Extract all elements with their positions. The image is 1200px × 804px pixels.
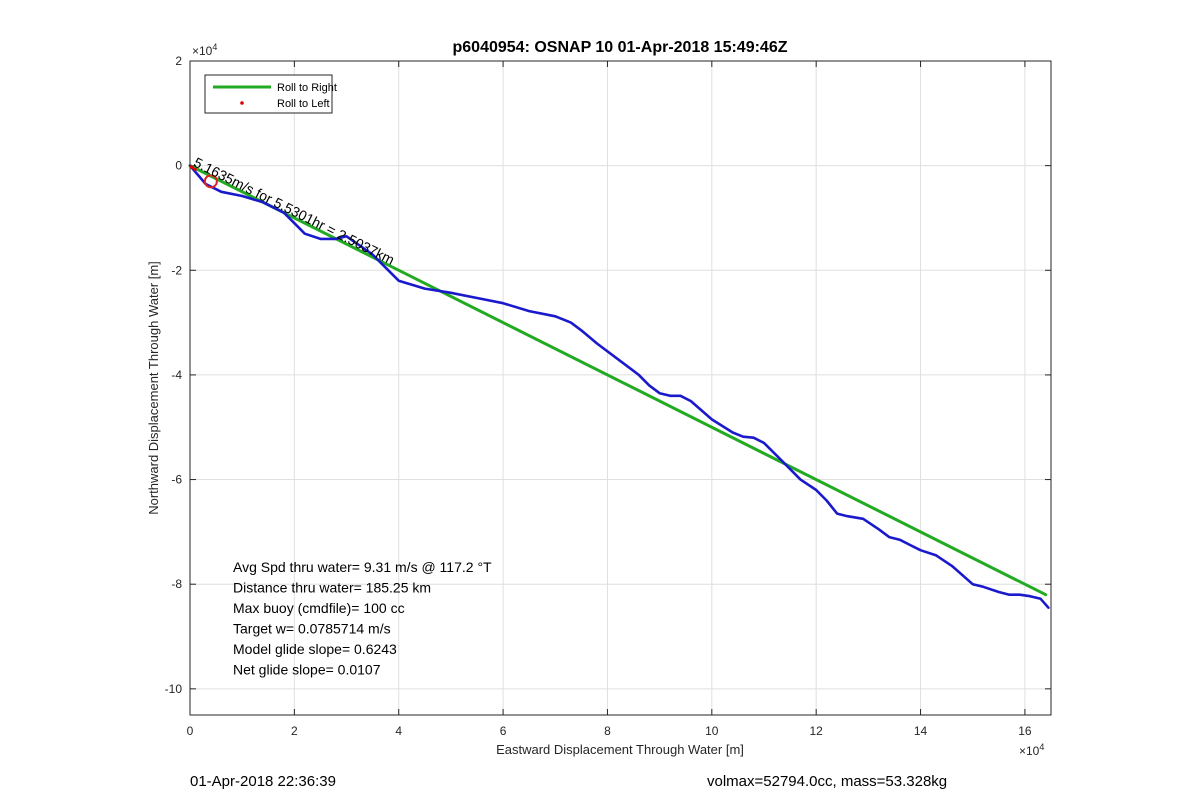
legend-box xyxy=(204,74,333,114)
ticks: 0 2 4 6 8 10 12 14 16 -10 -8 -6 -4 -2 0 2 ×104 ×104 xyxy=(165,42,1051,758)
x-tick-label: 16 xyxy=(1018,724,1032,738)
x-tick-label: 2 xyxy=(291,724,298,738)
y-tick-label: -8 xyxy=(171,577,182,591)
chart: 0 2 4 6 8 10 12 14 16 -10 -8 -6 -4 -2 0 2 ×104 ×104 5.163… xyxy=(146,39,1052,758)
chart-title: p6040954: OSNAP 10 01-Apr-2018 15:49:46Z xyxy=(453,39,788,56)
x-exponent-label: ×104 xyxy=(1019,742,1044,758)
stats-line: Distance thru water= 185.25 km xyxy=(233,580,431,596)
y-tick-label: -10 xyxy=(165,682,183,696)
x-tick-label: 6 xyxy=(500,724,507,738)
stats-annotation: Avg Spd thru water= 9.31 m/s @ 117.2 °T D… xyxy=(233,559,492,678)
legend: Roll to Right Roll to Left xyxy=(204,74,337,114)
x-tick-label: 12 xyxy=(810,724,824,738)
legend-swatch-dot xyxy=(240,101,244,105)
y-tick-label: 0 xyxy=(175,159,182,173)
stats-line: Model glide slope= 0.6243 xyxy=(233,641,397,657)
x-tick-label: 0 xyxy=(187,724,194,738)
x-tick-label: 14 xyxy=(914,724,928,738)
footer-volmax-mass: volmax=52794.0cc, mass=53.328kg xyxy=(707,773,948,790)
x-axis-label: Eastward Displacement Through Water [m] xyxy=(496,742,744,757)
plot-area xyxy=(189,60,1052,716)
x-tick-label: 10 xyxy=(705,724,719,738)
stats-line: Max buoy (cmdfile)= 100 cc xyxy=(233,600,405,616)
stats-line: Avg Spd thru water= 9.31 m/s @ 117.2 °T xyxy=(233,559,492,575)
y-tick-label: 2 xyxy=(175,54,182,68)
legend-label: Roll to Right xyxy=(277,82,337,94)
footer-timestamp: 01-Apr-2018 22:36:39 xyxy=(190,773,336,790)
start-marker xyxy=(203,174,218,189)
stats-line: Target w= 0.0785714 m/s xyxy=(233,621,391,637)
legend-label: Roll to Left xyxy=(277,98,330,110)
x-tick-label: 4 xyxy=(395,724,402,738)
x-tick-label: 8 xyxy=(604,724,611,738)
series-line-roll-to-right xyxy=(188,164,1048,597)
y-axis-label: Northward Displacement Through Water [m] xyxy=(146,261,161,515)
roll-to-left-point xyxy=(193,167,197,171)
series-layer: 5.1635m/s for 5.5301hr = 2.5037km xyxy=(188,154,1050,610)
text-layer: p6040954: OSNAP 10 01-Apr-2018 15:49:46Z… xyxy=(146,39,788,757)
y-tick-label: -4 xyxy=(171,368,182,382)
roll-to-left-point xyxy=(191,166,195,170)
stats-line: Net glide slope= 0.0107 xyxy=(233,662,381,678)
y-exponent-label: ×104 xyxy=(192,42,217,58)
series-line-track xyxy=(188,164,1050,610)
y-tick-label: -6 xyxy=(171,473,182,487)
grid xyxy=(189,60,1051,715)
y-tick-label: -2 xyxy=(171,263,182,277)
